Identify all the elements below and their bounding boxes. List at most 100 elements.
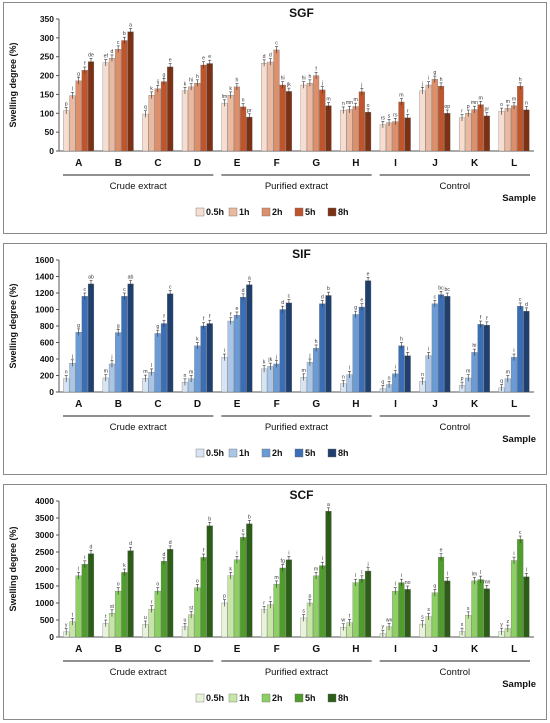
bar bbox=[233, 315, 240, 393]
significance-letter: fg bbox=[281, 559, 285, 565]
legend-label: 5h bbox=[305, 448, 316, 458]
significance-letter: j bbox=[321, 81, 323, 87]
bar bbox=[75, 575, 82, 638]
significance-letter: b bbox=[208, 516, 211, 522]
significance-letter: i bbox=[84, 555, 85, 561]
bar bbox=[340, 110, 347, 152]
significance-letter: p bbox=[308, 594, 311, 600]
significance-letter: m bbox=[354, 97, 358, 103]
significance-letter: i bbox=[236, 550, 237, 556]
bar bbox=[127, 283, 134, 393]
bar bbox=[523, 576, 530, 638]
bar bbox=[221, 102, 228, 152]
legend-label: 1h bbox=[239, 693, 250, 703]
significance-letter: t bbox=[105, 614, 107, 620]
bar bbox=[444, 580, 451, 638]
legend-swatch bbox=[294, 448, 304, 458]
bar bbox=[75, 332, 82, 393]
significance-letter: mn bbox=[471, 100, 478, 106]
x-tick-label: J bbox=[432, 399, 438, 410]
significance-letter: op bbox=[444, 104, 450, 110]
significance-letter: c bbox=[288, 294, 291, 300]
bar bbox=[233, 559, 240, 638]
x-tick-label: E bbox=[234, 644, 241, 655]
bar bbox=[87, 61, 95, 152]
bar bbox=[431, 592, 438, 638]
significance-letter: lm bbox=[222, 94, 227, 100]
y-tick-label: 0 bbox=[49, 146, 54, 156]
significance-letter: m bbox=[274, 575, 278, 581]
significance-letter: ij bbox=[157, 79, 159, 85]
significance-letter: st bbox=[189, 606, 194, 612]
bar bbox=[154, 590, 161, 638]
significance-letter: q bbox=[500, 379, 503, 385]
significance-letter: o bbox=[117, 582, 120, 588]
bar bbox=[233, 86, 240, 152]
significance-letter: i bbox=[428, 76, 429, 82]
sif-chart: SIF Swelling degree (%) 0 200 400 600 800 1000 1… bbox=[8, 247, 536, 458]
significance-letter: l bbox=[361, 570, 362, 576]
x-axis-label: Sample bbox=[502, 679, 536, 690]
legend-label: 8h bbox=[338, 693, 349, 703]
bar bbox=[115, 332, 122, 393]
sgf-chart: SGF Swelling degree (%) 0 50 100 150 200 250 300… bbox=[8, 6, 536, 217]
group-label: Purified extract bbox=[265, 181, 329, 192]
significance-letter: d bbox=[269, 53, 272, 59]
y-tick-label: 0 bbox=[49, 387, 54, 397]
significance-letter: hi bbox=[472, 343, 476, 349]
significance-letter: mn bbox=[346, 100, 353, 106]
significance-letter: u bbox=[183, 617, 186, 623]
bar bbox=[398, 582, 405, 638]
significance-letter: lm bbox=[472, 572, 477, 578]
significance-letter: m bbox=[189, 370, 193, 376]
legend-swatch bbox=[228, 448, 238, 458]
significance-letter: pr bbox=[247, 108, 252, 114]
significance-letter: s bbox=[302, 609, 305, 615]
significance-letter: t bbox=[72, 612, 74, 618]
significance-letter: c bbox=[83, 287, 86, 293]
y-tick-label: 600 bbox=[40, 338, 54, 348]
significance-letter: e bbox=[360, 298, 363, 304]
significance-letter: g bbox=[117, 323, 120, 329]
bar bbox=[87, 553, 95, 638]
y-tick-label: 4000 bbox=[35, 496, 54, 506]
significance-letter: rs bbox=[381, 115, 386, 121]
significance-letter: st bbox=[110, 604, 115, 610]
x-tick-label: K bbox=[471, 644, 479, 655]
significance-letter: o bbox=[500, 102, 503, 108]
significance-letter: hi bbox=[302, 76, 306, 82]
significance-letter: d bbox=[525, 302, 528, 308]
significance-letter: l bbox=[526, 567, 527, 573]
bar bbox=[404, 117, 411, 152]
y-tick-label: 500 bbox=[40, 615, 54, 625]
significance-letter: mn bbox=[483, 579, 490, 585]
group-label: Crude extract bbox=[110, 422, 167, 433]
significance-letter: g bbox=[77, 72, 80, 78]
bar bbox=[404, 589, 411, 638]
bar bbox=[273, 584, 280, 638]
bar bbox=[167, 549, 174, 638]
bar bbox=[108, 613, 116, 638]
x-tick-label: D bbox=[194, 644, 201, 655]
significance-letter: l bbox=[151, 363, 152, 369]
significance-letter: k bbox=[123, 563, 126, 569]
significance-letter: i bbox=[224, 348, 225, 354]
significance-letter: j bbox=[110, 355, 112, 361]
bar bbox=[313, 75, 320, 152]
x-tick-label: F bbox=[274, 399, 280, 410]
group-label: Crude extract bbox=[110, 667, 167, 678]
bar bbox=[352, 314, 359, 393]
significance-letter: c bbox=[123, 287, 126, 293]
significance-letter: a bbox=[248, 275, 251, 281]
legend-swatch bbox=[195, 207, 205, 217]
significance-letter: l bbox=[355, 573, 356, 579]
legend-swatch bbox=[261, 693, 271, 703]
group-label: Control bbox=[440, 181, 471, 192]
y-tick-label: 2000 bbox=[35, 564, 54, 574]
legend-swatch bbox=[195, 693, 205, 703]
significance-letter: o bbox=[196, 578, 199, 584]
legend-swatch bbox=[228, 693, 238, 703]
significance-letter: e bbox=[208, 54, 211, 60]
bar bbox=[419, 90, 426, 152]
legend-label: 0.5h bbox=[206, 207, 224, 217]
